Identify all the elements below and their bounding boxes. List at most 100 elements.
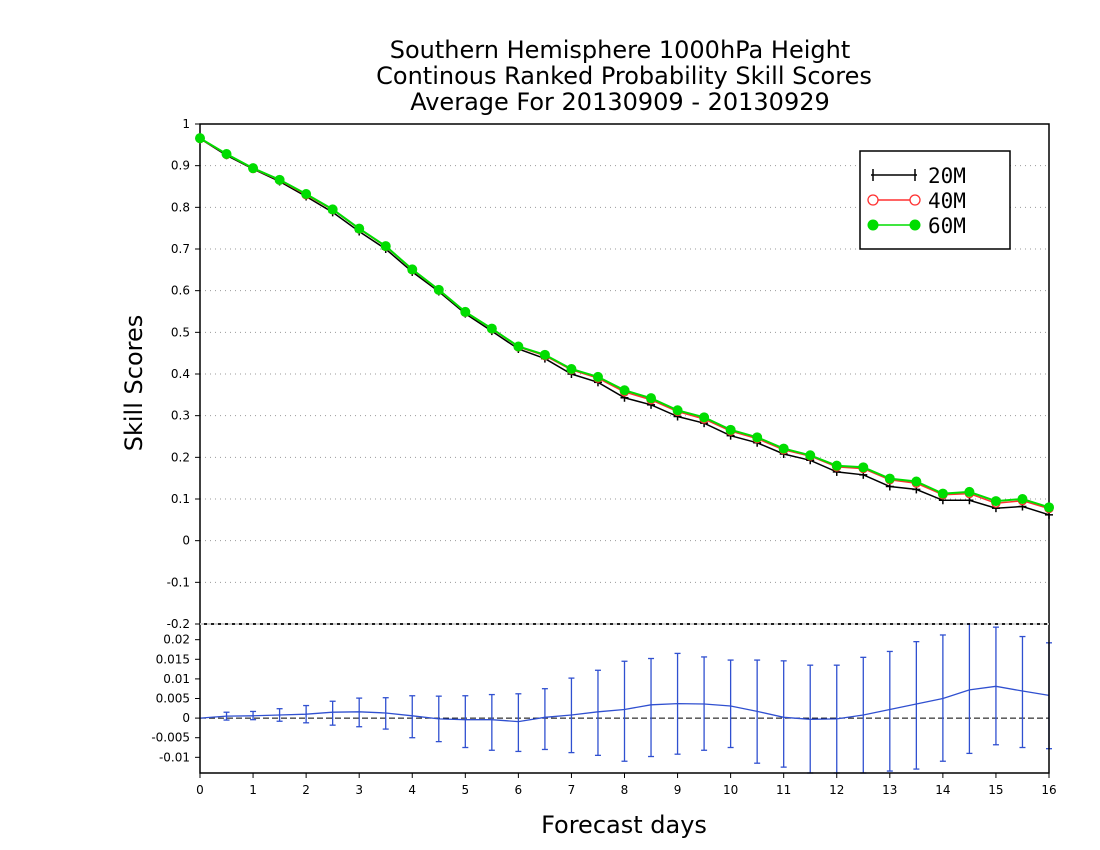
legend-filled-circle xyxy=(909,219,921,231)
error-bar xyxy=(594,669,601,757)
y-tick-label: 0.9 xyxy=(171,159,190,173)
legend-label: 60M xyxy=(928,214,966,238)
filled-circle-marker xyxy=(646,393,657,404)
y-tick-label: 0.01 xyxy=(163,672,190,686)
error-bar xyxy=(541,688,548,751)
error-bar xyxy=(966,623,973,755)
filled-circle-marker xyxy=(539,349,550,360)
x-tick-label: 3 xyxy=(355,783,363,797)
filled-circle-marker xyxy=(460,306,471,317)
x-tick-label: 4 xyxy=(408,783,416,797)
series-60M xyxy=(195,133,1054,513)
error-bar xyxy=(780,660,787,768)
filled-circle-marker xyxy=(672,405,683,416)
difference-panel: 0.02 0.015 0.01 0.005 0 -0.005 -0.01 0 1 2 3 4 5 6 7 8 9… xyxy=(151,623,1057,797)
x-axis-label: Forecast days xyxy=(541,811,707,839)
x-tick-label: 9 xyxy=(674,783,682,797)
x-tick-label: 14 xyxy=(935,783,950,797)
filled-circle-marker xyxy=(592,371,603,382)
filled-circle-marker xyxy=(380,241,391,252)
error-bar xyxy=(329,700,336,726)
error-bar xyxy=(621,660,628,762)
filled-circle-marker xyxy=(327,204,338,215)
y-tick-label: -0.005 xyxy=(151,731,190,745)
y-tick-label: -0.1 xyxy=(167,575,190,589)
y-tick-label: 0.1 xyxy=(171,492,190,506)
filled-circle-marker xyxy=(831,460,842,471)
filled-circle-marker xyxy=(805,450,816,461)
y-tick-label: 0 xyxy=(182,534,190,548)
filled-circle-marker xyxy=(354,223,365,234)
y-tick-label: 0.015 xyxy=(156,652,190,666)
y-tick-label: 0.5 xyxy=(171,325,190,339)
y-tick-label: 0.2 xyxy=(171,450,190,464)
x-tick-label: 8 xyxy=(621,783,629,797)
filled-circle-marker xyxy=(301,189,312,199)
y-tick-label: 1 xyxy=(182,117,190,131)
x-tick-label: 5 xyxy=(461,783,469,797)
filled-circle-marker xyxy=(990,496,1001,507)
y-tick-label: 0.8 xyxy=(171,200,190,214)
filled-circle-marker xyxy=(566,364,577,374)
legend-label: 20M xyxy=(928,164,966,188)
legend-label: 40M xyxy=(928,189,966,213)
filled-circle-marker xyxy=(619,385,630,396)
y-tick-label: 0.6 xyxy=(171,284,190,298)
filled-circle-marker xyxy=(486,323,497,334)
x-tick-label: 11 xyxy=(776,783,791,797)
y-tick-label: 0.4 xyxy=(171,367,190,381)
error-bar xyxy=(886,650,893,772)
legend-item-20M: 20M xyxy=(871,164,966,188)
filled-circle-marker xyxy=(221,149,232,159)
chart-title: Southern Hemisphere 1000hPa Height Conti… xyxy=(376,36,872,116)
filled-circle-marker xyxy=(884,473,895,484)
y-tick-label: 0.3 xyxy=(171,409,190,423)
filled-circle-marker xyxy=(248,163,259,174)
error-bar xyxy=(727,659,734,749)
error-bar xyxy=(515,693,522,753)
filled-circle-marker xyxy=(964,486,975,497)
error-bar xyxy=(409,695,416,739)
filled-circle-marker xyxy=(937,488,948,499)
y-tick-label: 0.005 xyxy=(156,692,190,706)
x-tick-label: 6 xyxy=(515,783,523,797)
x-tick-label: 10 xyxy=(723,783,738,797)
filled-circle-marker xyxy=(699,412,710,423)
filled-circle-marker xyxy=(407,264,418,275)
filled-circle-marker xyxy=(911,476,922,487)
title-line-1: Southern Hemisphere 1000hPa Height xyxy=(390,36,850,64)
x-tick-label: 1 xyxy=(249,783,257,797)
error-bar xyxy=(913,640,920,770)
error-bar xyxy=(488,693,495,751)
x-tick-label: 15 xyxy=(988,783,1003,797)
x-tick-label: 2 xyxy=(302,783,310,797)
filled-circle-marker xyxy=(433,284,444,295)
x-tick-label: 16 xyxy=(1041,783,1056,797)
legend-filled-circle xyxy=(867,219,879,231)
filled-circle-marker xyxy=(274,174,285,185)
y-axis-label: Skill Scores xyxy=(120,315,148,452)
title-line-2: Continous Ranked Probability Skill Score… xyxy=(376,62,872,90)
error-bars xyxy=(223,623,1052,774)
legend-open-circle xyxy=(867,194,879,206)
filled-circle-marker xyxy=(1017,494,1028,504)
legend-open-circle xyxy=(909,194,921,206)
y-tick-label: 0.7 xyxy=(171,242,190,256)
x-tick-label: 7 xyxy=(568,783,576,797)
x-tick-label: 0 xyxy=(196,783,204,797)
filled-circle-marker xyxy=(752,432,763,443)
title-line-3: Average For 20130909 - 20130929 xyxy=(410,88,830,116)
error-bar xyxy=(1019,635,1026,749)
legend-item-60M: 60M xyxy=(867,214,966,238)
y-tick-label: 0 xyxy=(182,711,190,725)
filled-circle-marker xyxy=(858,462,869,473)
x-tick-label: 13 xyxy=(882,783,897,797)
y-tick-label: -0.01 xyxy=(159,750,190,764)
filled-circle-marker xyxy=(195,133,205,144)
y-tick-label: 0.02 xyxy=(163,633,190,647)
difference-line xyxy=(199,685,1050,723)
filled-circle-marker xyxy=(778,443,789,454)
y-tick-label: -0.2 xyxy=(167,617,190,631)
legend-item-40M: 40M xyxy=(867,189,966,213)
